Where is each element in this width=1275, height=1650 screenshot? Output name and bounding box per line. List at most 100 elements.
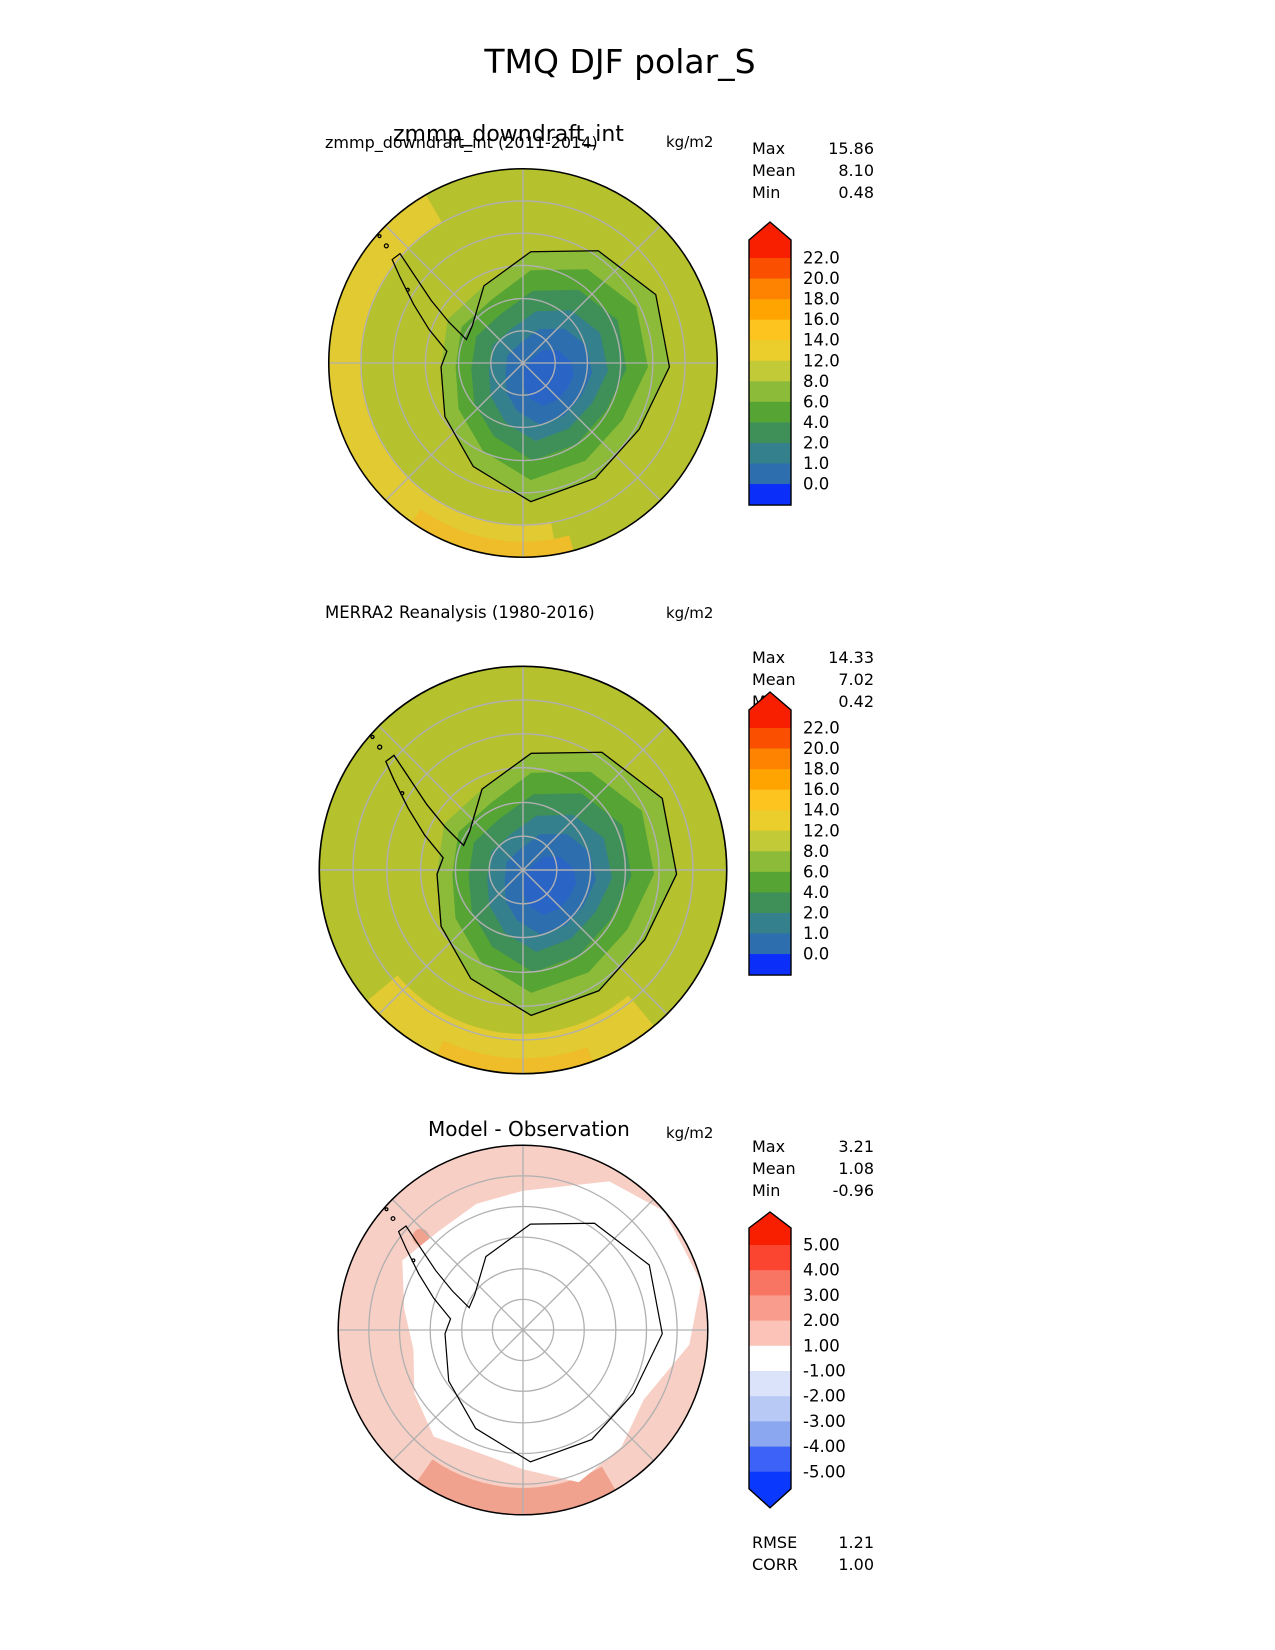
colorbar-tick-label: 4.0	[803, 883, 829, 902]
stat-value: 0.48	[838, 183, 874, 202]
colorbar-band	[749, 789, 791, 811]
difference-stats: Max 3.21 Mean 1.08 Min -0.96	[752, 1136, 874, 1202]
colorbar-tick-label: 1.00	[803, 1336, 840, 1355]
colorbar-band	[749, 422, 791, 444]
metric-label: RMSE	[752, 1533, 798, 1552]
stat-value: 7.02	[838, 670, 874, 689]
colorbar-band	[749, 319, 791, 341]
colorbar-tick-label: 1.0	[803, 924, 829, 943]
stat-label: Max	[752, 139, 786, 158]
outer-yellow-band	[328, 194, 557, 558]
colorbar-band	[749, 810, 791, 832]
page-title: TMQ DJF polar_S	[484, 42, 756, 81]
metric-value: 1.00	[838, 1555, 874, 1574]
stat-label: Min	[752, 1181, 781, 1200]
colorbar-band	[749, 912, 791, 935]
graticule	[319, 666, 727, 1074]
colorbar-band	[749, 360, 791, 382]
colorbar-band	[749, 748, 791, 770]
stat-row: Mean 1.08	[752, 1158, 874, 1180]
metric-value: 1.21	[838, 1533, 874, 1552]
stat-label: Mean	[752, 161, 796, 180]
metric-row: RMSE 1.21	[752, 1532, 874, 1554]
colorbar-band	[749, 258, 791, 280]
stat-label: Mean	[752, 1159, 796, 1178]
colorbar-band	[749, 1245, 791, 1271]
colorbar-band	[749, 871, 791, 893]
graticule	[338, 1145, 708, 1515]
stat-label: Min	[752, 183, 781, 202]
outer-gold-band	[411, 509, 574, 558]
colorbar-band	[749, 381, 791, 403]
colorbar-tick-label: 22.0	[803, 249, 840, 268]
colorbar-tick-label: 0.0	[803, 945, 829, 964]
near-zero-region	[402, 1181, 702, 1483]
colorbar-tick-label: -5.00	[803, 1462, 846, 1481]
metric-label: CORR	[752, 1555, 798, 1574]
colorbar-tick-label: 12.0	[803, 821, 840, 840]
colorbar-tick-label: -1.00	[803, 1362, 846, 1381]
stat-label: Max	[752, 1137, 786, 1156]
polar-map-model	[327, 167, 719, 559]
colorbar-band	[749, 463, 791, 485]
colorbar-tick-label: 14.0	[803, 801, 840, 820]
model-title-overlay: zmmp_downdraft_int	[393, 122, 624, 147]
stat-value: 8.10	[838, 161, 874, 180]
anomaly-deep-band	[417, 1459, 616, 1515]
reference-title: MERRA2 Reanalysis (1980-2016)	[325, 603, 595, 622]
difference-metrics: RMSE 1.21 CORR 1.00	[752, 1532, 874, 1576]
stat-value: 14.33	[828, 648, 874, 667]
colorbar-tick-label: 6.0	[803, 862, 829, 881]
colorbar-tick-label: 2.0	[803, 903, 829, 922]
colorbar-band	[749, 442, 791, 465]
colorbar-model: 22.020.0 18.016.0 14.012.0 8.06.0 4.02.0 1.0 0…	[748, 221, 840, 506]
colorbar-tick-label: 6.0	[803, 392, 829, 411]
colorbar-tick-label: 8.0	[803, 372, 829, 391]
colorbar-band	[748, 691, 792, 976]
colorbar-band	[749, 1396, 791, 1422]
difference-units-label: kg/m2	[666, 1124, 714, 1142]
model-units-label: kg/m2	[666, 133, 714, 151]
antarctica-coastline	[384, 1207, 663, 1463]
colorbar-tick-label: 16.0	[803, 780, 840, 799]
stat-row: Min 0.48	[752, 182, 874, 204]
stat-label: Mean	[752, 670, 796, 689]
stat-row: Max 3.21	[752, 1136, 874, 1158]
map-boundary	[318, 665, 728, 1075]
stat-row: Min -0.96	[752, 1180, 874, 1202]
antarctica-coastline	[370, 734, 678, 1017]
stat-value: 1.08	[838, 1159, 874, 1178]
colorbar-band	[749, 1421, 791, 1448]
colorbar-band	[749, 1212, 791, 1245]
colorbar-tick-label: 20.0	[803, 269, 840, 288]
stat-value: -0.96	[832, 1181, 874, 1200]
outer-gold-band	[436, 1040, 594, 1074]
stat-value: 3.21	[838, 1137, 874, 1156]
colorbar-band	[749, 1446, 791, 1473]
colorbar-tick-label: 8.0	[803, 842, 829, 861]
colorbar-tick-label: 22.0	[803, 719, 840, 738]
polar-map-reference	[318, 665, 728, 1075]
colorbar-band	[749, 340, 791, 362]
colorbar-band	[749, 1295, 791, 1322]
colorbar-difference: 5.00 4.00 3.00 2.00 1.00 -1.00 -2.00 -3.00 -4.00…	[748, 1211, 846, 1509]
colorbar-band	[749, 1320, 791, 1347]
colorbar-band	[749, 278, 791, 300]
colorbar-tick-label: 2.00	[803, 1311, 840, 1330]
colorbar-reference: 22.020.0 18.016.0 14.012.0 8.06.0 4.02.0 1.0 0…	[748, 691, 840, 976]
colorbar-tick-label: 18.0	[803, 290, 840, 309]
colorbar-band	[749, 1345, 791, 1372]
map-boundary	[337, 1144, 709, 1516]
colorbar-band	[749, 851, 791, 873]
stat-label: Max	[752, 648, 786, 667]
colorbar-band	[749, 1371, 791, 1397]
colorbar-tick-label: -3.00	[803, 1412, 846, 1431]
antarctica-coastline	[377, 233, 671, 503]
colorbar-tick-label: 0.0	[803, 475, 829, 494]
colorbar-tick-label: 12.0	[803, 351, 840, 370]
colorbar-tick-label: 5.00	[803, 1236, 840, 1255]
reference-units-label: kg/m2	[666, 604, 714, 622]
colorbar-band	[749, 933, 791, 955]
stat-value: 0.42	[838, 692, 874, 711]
colorbar-band	[749, 892, 791, 914]
